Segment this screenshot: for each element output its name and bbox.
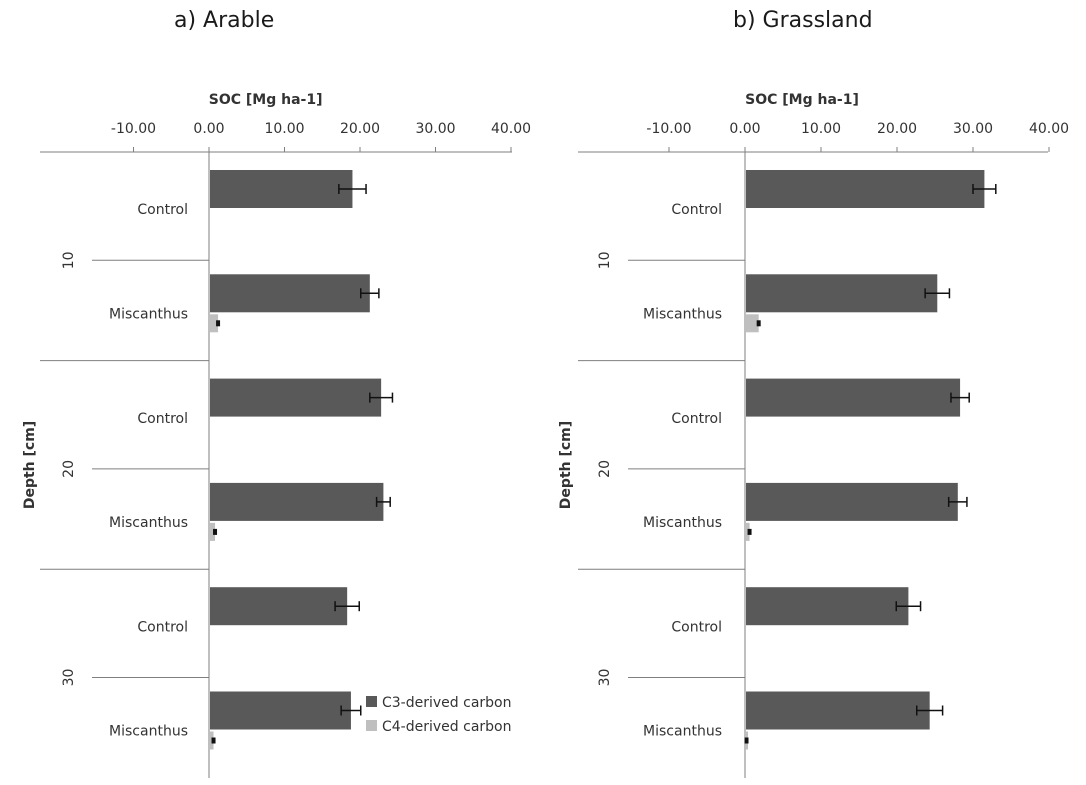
grassland-category-label: Miscanthus	[643, 724, 722, 740]
arable-bar-c3	[210, 170, 353, 208]
grassland-depth-group-label: 20	[597, 460, 613, 478]
grassland-category-label: Control	[671, 202, 722, 218]
arable-x-tick-label: 20.00	[340, 121, 380, 137]
grassland-y-axis-title: Depth [cm]	[558, 421, 574, 509]
grassland-category-label: Control	[671, 411, 722, 427]
arable-depth-group-label: 30	[61, 669, 77, 687]
arable-error-center	[211, 737, 216, 744]
legend-label: C4-derived carbon	[382, 719, 511, 735]
grassland-bar-c3	[746, 274, 938, 313]
grassland-bar-c3	[746, 378, 961, 417]
legend-swatch	[366, 720, 377, 731]
grassland-x-axis-title: SOC [Mg ha-1]	[745, 92, 859, 108]
arable-bar-c3	[210, 587, 348, 626]
arable-category-label: Miscanthus	[109, 306, 188, 322]
arable-bar-c4	[210, 522, 216, 541]
arable-bar-c3	[210, 274, 370, 313]
panel-title-arable: a) Arable	[174, 8, 275, 33]
arable-y-axis-title: Depth [cm]	[22, 421, 38, 509]
arable-error-center	[216, 320, 221, 327]
arable-x-tick-label: 10.00	[264, 121, 304, 137]
arable-category-label: Control	[137, 619, 188, 635]
arable-bar-c4	[210, 314, 219, 333]
grassland-error-center	[744, 737, 749, 744]
arable-bar-c3	[210, 482, 384, 521]
arable-depth-group-label: 10	[61, 251, 77, 269]
grassland-error-center	[747, 528, 752, 535]
legend-label: C3-derived carbon	[382, 695, 511, 711]
arable-category-label: Control	[137, 202, 188, 218]
grassland-bar-c3	[746, 482, 958, 521]
arable-category-label: Miscanthus	[109, 515, 188, 531]
arable-x-tick-label: 40.00	[491, 121, 531, 137]
grassland-x-tick-label: -10.00	[646, 121, 691, 137]
grassland-depth-group-label: 10	[597, 251, 613, 269]
grassland-error-center	[756, 320, 761, 327]
arable-x-tick-label: 0.00	[193, 121, 224, 137]
grassland-x-tick-label: 0.00	[729, 121, 760, 137]
arable-category-label: Control	[137, 411, 188, 427]
arable-depth-group-label: 20	[61, 460, 77, 478]
grassland-bar-c3	[746, 170, 985, 208]
grassland-bar-c4	[746, 314, 759, 333]
legend-swatch	[366, 696, 377, 707]
arable-error-center	[213, 528, 218, 535]
arable-category-label: Miscanthus	[109, 724, 188, 740]
grassland-category-label: Control	[671, 619, 722, 635]
grassland-bar-c3	[746, 587, 909, 626]
grassland-category-label: Miscanthus	[643, 515, 722, 531]
arable-x-axis-title: SOC [Mg ha-1]	[209, 92, 323, 108]
grassland-x-tick-label: 30.00	[953, 121, 993, 137]
arable-bar-c3	[210, 691, 351, 730]
arable-x-tick-label: -10.00	[111, 121, 156, 137]
grassland-x-tick-label: 20.00	[877, 121, 917, 137]
grassland-bar-c3	[746, 691, 930, 730]
grassland-depth-group-label: 30	[597, 669, 613, 687]
arable-x-tick-label: 30.00	[415, 121, 455, 137]
panel-title-grassland: b) Grassland	[733, 8, 873, 33]
grassland-x-tick-label: 40.00	[1029, 121, 1069, 137]
grassland-x-tick-label: 10.00	[801, 121, 841, 137]
arable-bar-c3	[210, 378, 382, 417]
grassland-category-label: Miscanthus	[643, 306, 722, 322]
